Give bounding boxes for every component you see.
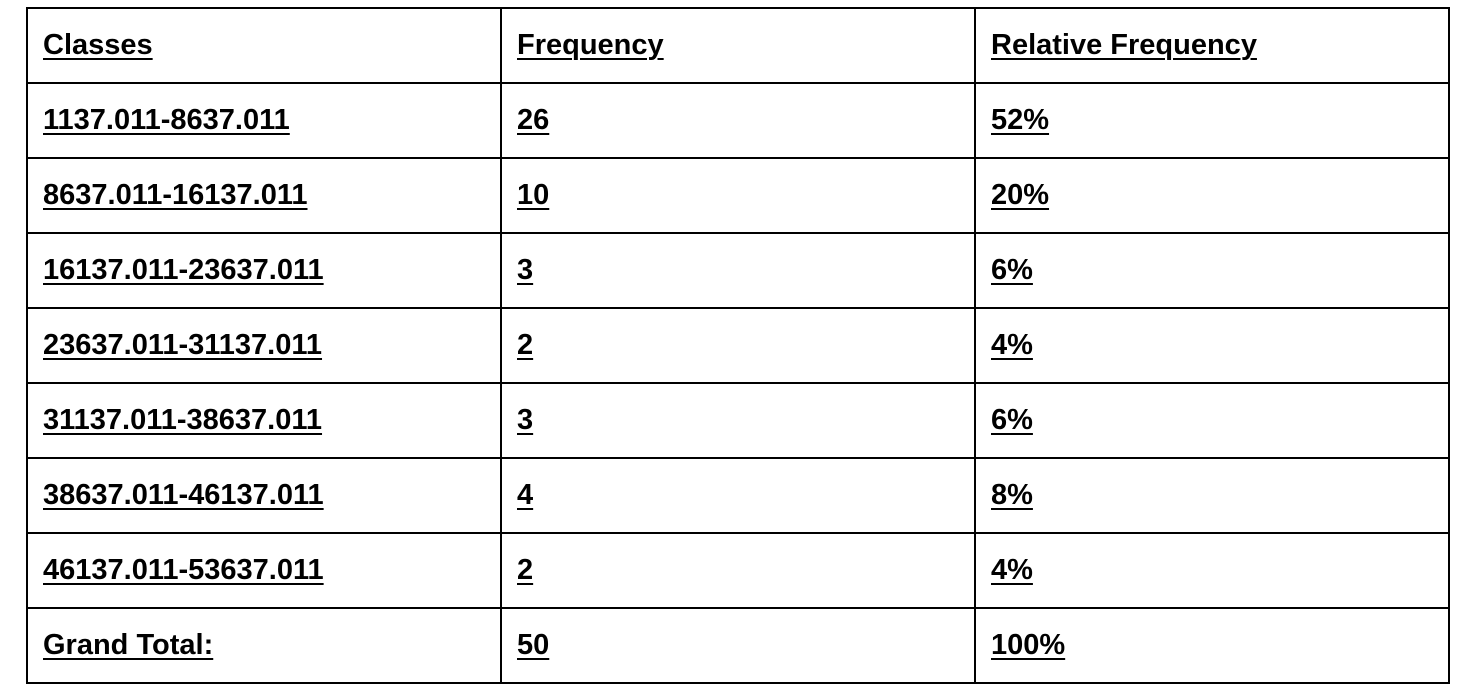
header-classes: Classes [27, 8, 501, 83]
frequency-cell: 3 [501, 233, 975, 308]
class-cell: 1137.011-8637.011 [27, 83, 501, 158]
table-total-row: Grand Total: 50 100% [27, 608, 1449, 683]
class-cell: 16137.011-23637.011 [27, 233, 501, 308]
frequency-cell: 10 [501, 158, 975, 233]
grand-total-label: Grand Total: [27, 608, 501, 683]
class-cell: 46137.011-53637.011 [27, 533, 501, 608]
table-row: 31137.011-38637.011 3 6% [27, 383, 1449, 458]
class-cell: 8637.011-16137.011 [27, 158, 501, 233]
table-row: 8637.011-16137.011 10 20% [27, 158, 1449, 233]
frequency-cell: 4 [501, 458, 975, 533]
table-row: 46137.011-53637.011 2 4% [27, 533, 1449, 608]
relative-frequency-cell: 8% [975, 458, 1449, 533]
class-cell: 23637.011-31137.011 [27, 308, 501, 383]
relative-frequency-cell: 52% [975, 83, 1449, 158]
table-row: 38637.011-46137.011 4 8% [27, 458, 1449, 533]
grand-total-relative-frequency: 100% [975, 608, 1449, 683]
frequency-cell: 26 [501, 83, 975, 158]
frequency-cell: 2 [501, 533, 975, 608]
class-cell: 31137.011-38637.011 [27, 383, 501, 458]
class-cell: 38637.011-46137.011 [27, 458, 501, 533]
table-row: 23637.011-31137.011 2 4% [27, 308, 1449, 383]
table-row: 1137.011-8637.011 26 52% [27, 83, 1449, 158]
relative-frequency-cell: 4% [975, 533, 1449, 608]
relative-frequency-cell: 20% [975, 158, 1449, 233]
relative-frequency-cell: 4% [975, 308, 1449, 383]
relative-frequency-cell: 6% [975, 383, 1449, 458]
frequency-cell: 3 [501, 383, 975, 458]
frequency-table: Classes Frequency Relative Frequency 113… [26, 7, 1450, 684]
header-frequency: Frequency [501, 8, 975, 83]
table-row: 16137.011-23637.011 3 6% [27, 233, 1449, 308]
relative-frequency-cell: 6% [975, 233, 1449, 308]
table-header-row: Classes Frequency Relative Frequency [27, 8, 1449, 83]
grand-total-frequency: 50 [501, 608, 975, 683]
frequency-cell: 2 [501, 308, 975, 383]
header-relative-frequency: Relative Frequency [975, 8, 1449, 83]
